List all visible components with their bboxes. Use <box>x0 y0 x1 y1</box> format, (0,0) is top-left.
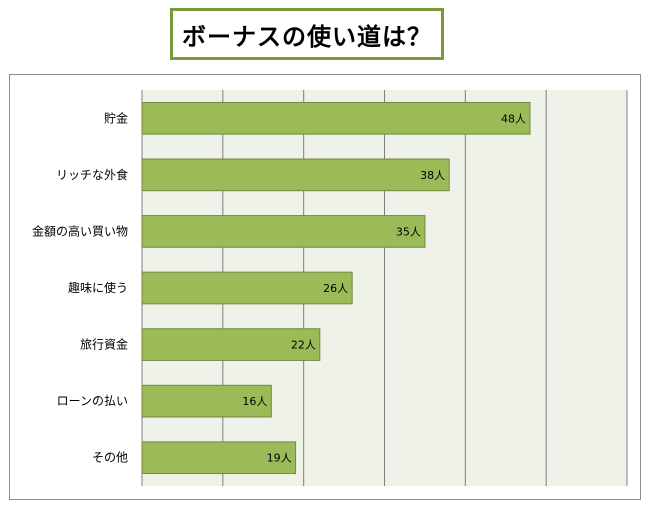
category-label-1: リッチな外食 <box>56 167 128 182</box>
category-label-2: 金額の高い買い物 <box>32 223 128 238</box>
bar-5 <box>141 384 272 418</box>
category-label-5: ローンの払い <box>57 394 128 408</box>
category-label-0: 貯金 <box>104 110 128 125</box>
category-label-6: その他 <box>92 451 128 465</box>
bar-value-label-3: 26人 <box>323 282 348 295</box>
bar-value-label-5: 16人 <box>242 395 267 408</box>
category-label-3: 趣味に使う <box>68 280 128 295</box>
bar-1 <box>141 158 450 192</box>
bar-6 <box>141 441 297 475</box>
bar-4 <box>141 328 321 361</box>
bar-2 <box>141 215 426 248</box>
chart-title: ボーナスの使い道は？ <box>182 22 432 51</box>
bar-value-label-2: 35人 <box>396 225 421 238</box>
bar-value-label-1: 38人 <box>420 169 445 182</box>
bar-0 <box>141 101 531 135</box>
category-label-4: 旅行資金 <box>80 337 128 352</box>
chart-title-box: ボーナスの使い道は？ <box>170 8 444 60</box>
bar-3 <box>141 271 353 305</box>
bar-value-label-4: 22人 <box>291 339 316 352</box>
bar-value-label-6: 19人 <box>267 452 292 465</box>
bar-value-label-0: 48人 <box>501 112 526 125</box>
